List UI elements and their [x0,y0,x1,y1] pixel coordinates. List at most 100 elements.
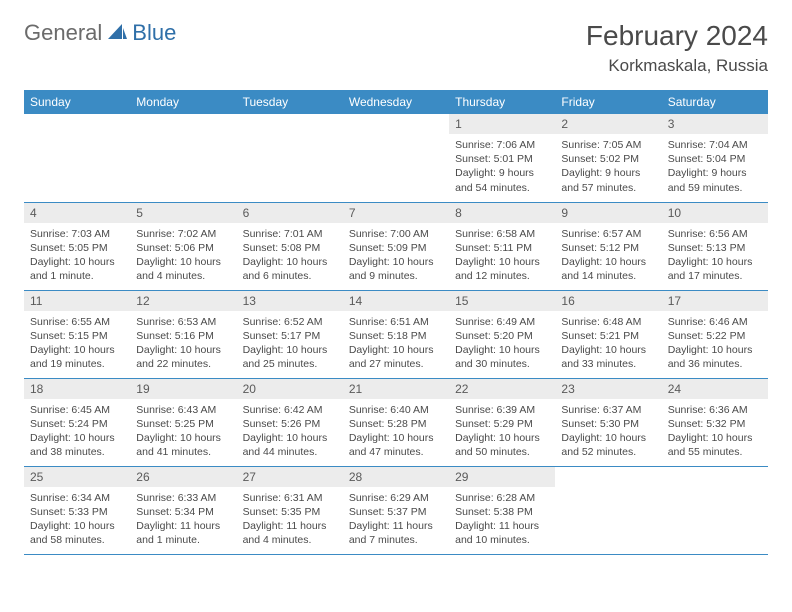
sunset-line: Sunset: 5:16 PM [136,329,230,343]
daylight-line: Daylight: 10 hours and 4 minutes. [136,255,230,283]
daylight-line: Daylight: 10 hours and 12 minutes. [455,255,549,283]
daylight-line: Daylight: 10 hours and 22 minutes. [136,343,230,371]
cell-body: Sunrise: 7:06 AMSunset: 5:01 PMDaylight:… [449,134,555,201]
daylight-line: Daylight: 11 hours and 4 minutes. [243,519,337,547]
sunset-line: Sunset: 5:34 PM [136,505,230,519]
sunrise-line: Sunrise: 7:04 AM [668,138,762,152]
sunset-line: Sunset: 5:38 PM [455,505,549,519]
daylight-line: Daylight: 11 hours and 7 minutes. [349,519,443,547]
calendar-cell-empty [343,114,449,202]
sunset-line: Sunset: 5:29 PM [455,417,549,431]
calendar-cell: 16Sunrise: 6:48 AMSunset: 5:21 PMDayligh… [555,290,661,378]
sunset-line: Sunset: 5:08 PM [243,241,337,255]
sunrise-line: Sunrise: 6:48 AM [561,315,655,329]
day-number: 26 [130,467,236,487]
logo-text-blue: Blue [132,20,176,46]
calendar-cell: 2Sunrise: 7:05 AMSunset: 5:02 PMDaylight… [555,114,661,202]
day-number: 1 [449,114,555,134]
calendar-cell: 8Sunrise: 6:58 AMSunset: 5:11 PMDaylight… [449,202,555,290]
sunrise-line: Sunrise: 6:36 AM [668,403,762,417]
logo-sail-icon [106,22,128,45]
calendar-cell: 6Sunrise: 7:01 AMSunset: 5:08 PMDaylight… [237,202,343,290]
daylight-line: Daylight: 10 hours and 25 minutes. [243,343,337,371]
day-number: 14 [343,291,449,311]
day-header: Sunday [24,90,130,114]
calendar-cell: 21Sunrise: 6:40 AMSunset: 5:28 PMDayligh… [343,378,449,466]
sunset-line: Sunset: 5:32 PM [668,417,762,431]
cell-body: Sunrise: 6:48 AMSunset: 5:21 PMDaylight:… [555,311,661,378]
calendar-cell-empty [237,114,343,202]
day-number: 24 [662,379,768,399]
day-number: 16 [555,291,661,311]
calendar-cell: 9Sunrise: 6:57 AMSunset: 5:12 PMDaylight… [555,202,661,290]
cell-body: Sunrise: 6:49 AMSunset: 5:20 PMDaylight:… [449,311,555,378]
cell-body: Sunrise: 6:53 AMSunset: 5:16 PMDaylight:… [130,311,236,378]
cell-body: Sunrise: 6:51 AMSunset: 5:18 PMDaylight:… [343,311,449,378]
sunrise-line: Sunrise: 6:42 AM [243,403,337,417]
calendar-week: 1Sunrise: 7:06 AMSunset: 5:01 PMDaylight… [24,114,768,202]
sunset-line: Sunset: 5:17 PM [243,329,337,343]
day-number: 25 [24,467,130,487]
sunrise-line: Sunrise: 6:57 AM [561,227,655,241]
calendar-cell: 13Sunrise: 6:52 AMSunset: 5:17 PMDayligh… [237,290,343,378]
day-number: 20 [237,379,343,399]
cell-body: Sunrise: 6:43 AMSunset: 5:25 PMDaylight:… [130,399,236,466]
cell-body: Sunrise: 6:55 AMSunset: 5:15 PMDaylight:… [24,311,130,378]
sunset-line: Sunset: 5:33 PM [30,505,124,519]
cell-body: Sunrise: 6:46 AMSunset: 5:22 PMDaylight:… [662,311,768,378]
daylight-line: Daylight: 10 hours and 38 minutes. [30,431,124,459]
calendar-cell-empty [24,114,130,202]
sunset-line: Sunset: 5:04 PM [668,152,762,166]
cell-body: Sunrise: 7:02 AMSunset: 5:06 PMDaylight:… [130,223,236,290]
sunrise-line: Sunrise: 6:51 AM [349,315,443,329]
daylight-line: Daylight: 9 hours and 54 minutes. [455,166,549,194]
calendar-cell: 20Sunrise: 6:42 AMSunset: 5:26 PMDayligh… [237,378,343,466]
cell-body: Sunrise: 6:39 AMSunset: 5:29 PMDaylight:… [449,399,555,466]
day-number: 10 [662,203,768,223]
sunrise-line: Sunrise: 6:55 AM [30,315,124,329]
daylight-line: Daylight: 10 hours and 33 minutes. [561,343,655,371]
day-number: 8 [449,203,555,223]
sunset-line: Sunset: 5:37 PM [349,505,443,519]
cell-body: Sunrise: 6:56 AMSunset: 5:13 PMDaylight:… [662,223,768,290]
daylight-line: Daylight: 10 hours and 44 minutes. [243,431,337,459]
sunrise-line: Sunrise: 6:31 AM [243,491,337,505]
sunrise-line: Sunrise: 7:03 AM [30,227,124,241]
day-number: 18 [24,379,130,399]
cell-body: Sunrise: 7:05 AMSunset: 5:02 PMDaylight:… [555,134,661,201]
day-header: Thursday [449,90,555,114]
daylight-line: Daylight: 10 hours and 6 minutes. [243,255,337,283]
cell-body: Sunrise: 6:40 AMSunset: 5:28 PMDaylight:… [343,399,449,466]
calendar-week: 11Sunrise: 6:55 AMSunset: 5:15 PMDayligh… [24,290,768,378]
day-header: Tuesday [237,90,343,114]
day-number: 12 [130,291,236,311]
calendar-cell: 1Sunrise: 7:06 AMSunset: 5:01 PMDaylight… [449,114,555,202]
daylight-line: Daylight: 10 hours and 52 minutes. [561,431,655,459]
sunrise-line: Sunrise: 6:34 AM [30,491,124,505]
sunset-line: Sunset: 5:05 PM [30,241,124,255]
calendar-cell: 28Sunrise: 6:29 AMSunset: 5:37 PMDayligh… [343,466,449,554]
cell-body: Sunrise: 7:01 AMSunset: 5:08 PMDaylight:… [237,223,343,290]
calendar-cell: 18Sunrise: 6:45 AMSunset: 5:24 PMDayligh… [24,378,130,466]
sunrise-line: Sunrise: 6:40 AM [349,403,443,417]
sunrise-line: Sunrise: 6:46 AM [668,315,762,329]
calendar-cell: 4 Sunrise: 7:03 AMSunset: 5:05 PMDaylight… [24,202,130,290]
calendar-cell: 17Sunrise: 6:46 AMSunset: 5:22 PMDayligh… [662,290,768,378]
calendar-week: 25 Sunrise: 6:34 AMSunset: 5:33 PM Dayligh… [24,466,768,554]
daylight-line: Daylight: 10 hours and 9 minutes. [349,255,443,283]
sunrise-line: Sunrise: 6:56 AM [668,227,762,241]
sunset-line: Sunset: 5:25 PM [136,417,230,431]
cell-body: Sunrise: 6:31 AMSunset: 5:35 PMDaylight:… [237,487,343,554]
daylight-line: Daylight: 10 hours and 1 minute. [30,255,124,283]
calendar-table: SundayMondayTuesdayWednesdayThursdayFrid… [24,90,768,555]
day-number: 11 [24,291,130,311]
day-number: 28 [343,467,449,487]
sunrise-line: Sunrise: 6:49 AM [455,315,549,329]
day-number: 4 [24,203,130,223]
sunset-line: Sunset: 5:12 PM [561,241,655,255]
day-number: 13 [237,291,343,311]
calendar-week: 18Sunrise: 6:45 AMSunset: 5:24 PMDayligh… [24,378,768,466]
calendar-cell: 19Sunrise: 6:43 AMSunset: 5:25 PMDayligh… [130,378,236,466]
sunset-line: Sunset: 5:06 PM [136,241,230,255]
sunset-line: Sunset: 5:13 PM [668,241,762,255]
